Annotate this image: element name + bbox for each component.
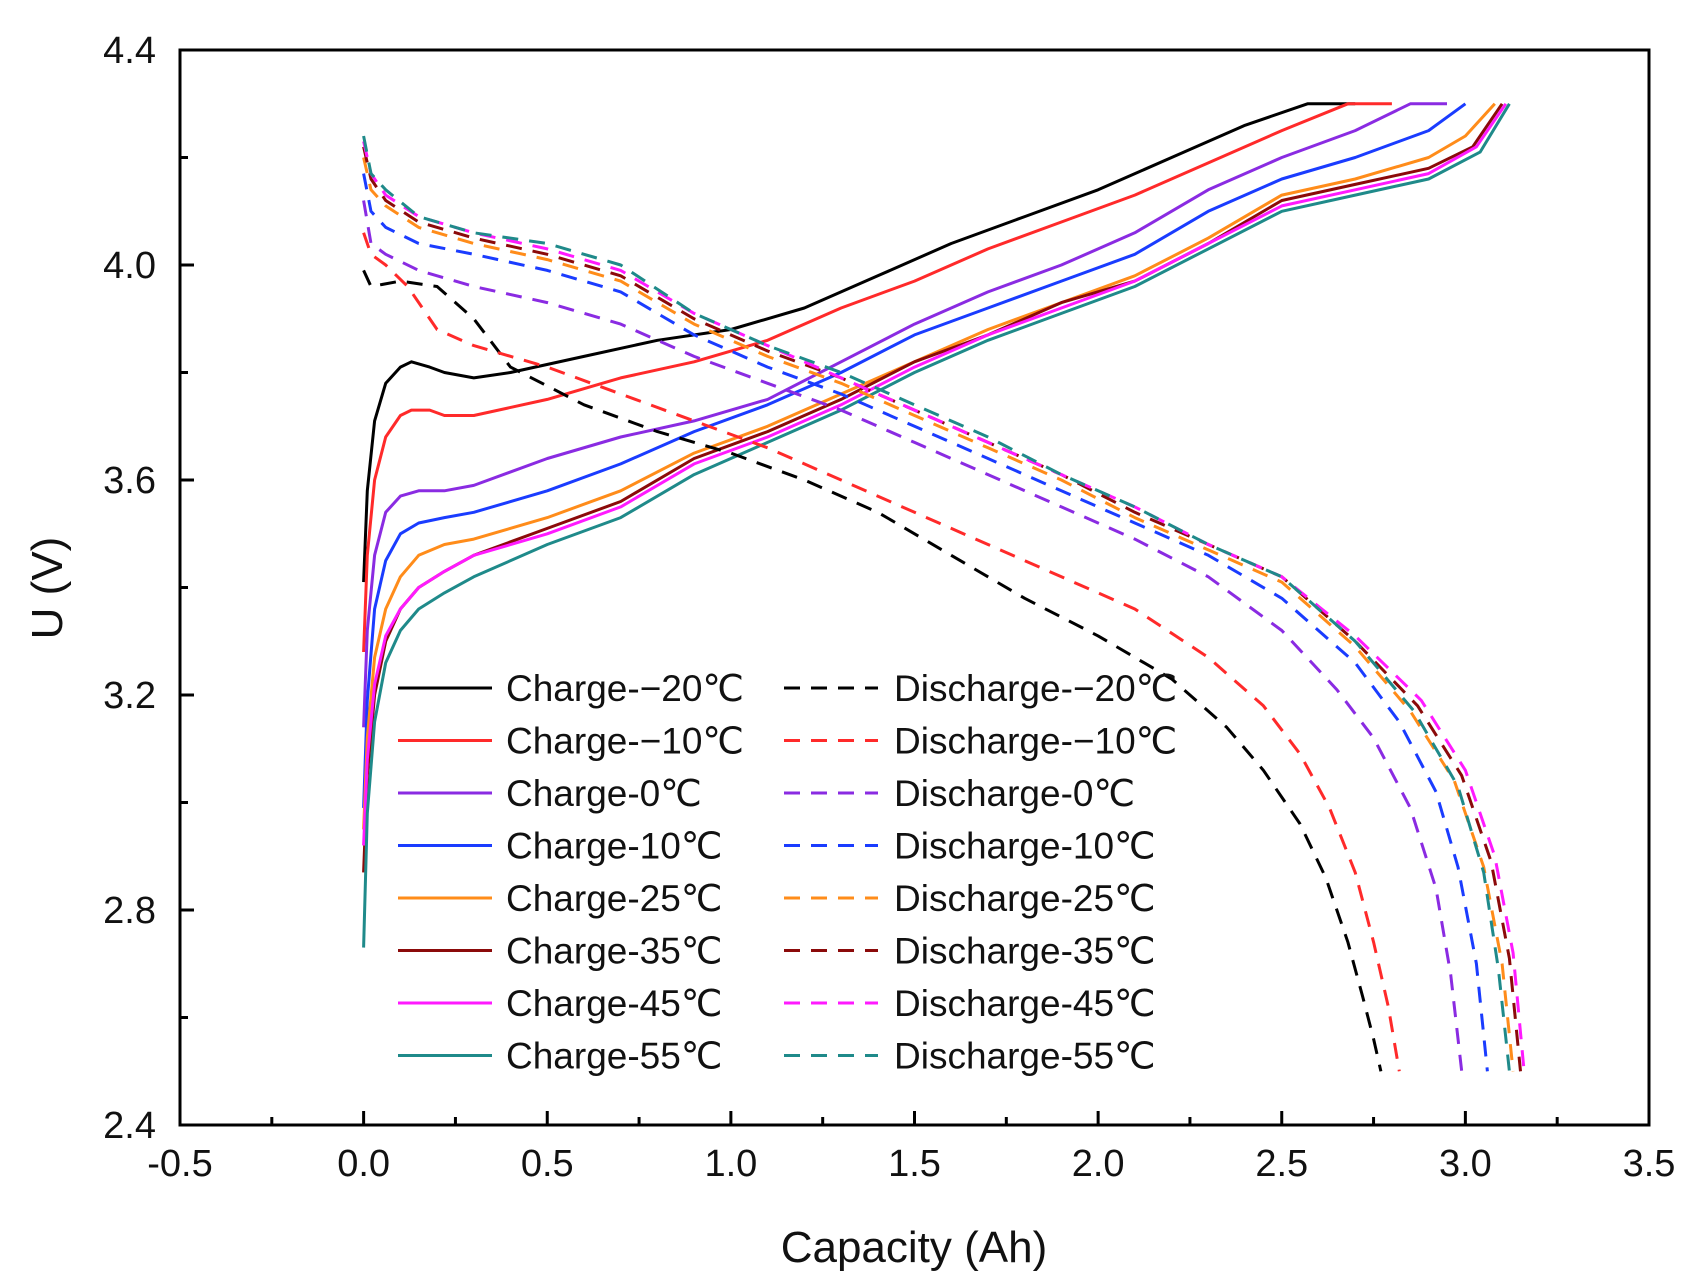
y-tick-label: 3.6 [103,460,156,502]
legend-label: Charge-45℃ [506,983,722,1024]
legend: Charge-−20℃ Charge-−10℃ Charge-0℃ Charge-10… [398,668,1177,1077]
x-tick-label: 2.5 [1255,1143,1308,1185]
legend-label: Discharge-25℃ [894,878,1156,919]
series-line-charge-3 [362,102,1467,808]
series-line-discharge-12 [362,157,1515,1072]
legend-label: Discharge-45℃ [894,983,1156,1024]
series-line-charge-0 [362,102,1356,583]
x-axis: -0.5 0.0 0.5 1.0 1.5 2.0 2.5 3.0 3.5 [147,1111,1675,1185]
y-tick-label: 3.2 [103,675,156,717]
series-line-charge-1 [362,102,1392,653]
x-tick-label: 3.5 [1623,1143,1676,1185]
series-line-discharge-11 [362,173,1489,1072]
legend-label: Discharge-10℃ [894,826,1156,867]
legend-label: Charge-0℃ [506,773,702,814]
y-tick-label: 4.0 [103,245,156,287]
legend-label: Charge-−20℃ [506,668,744,709]
legend-label: Discharge-55℃ [894,1036,1156,1077]
legend-label: Charge-−10℃ [506,721,744,762]
x-axis-title: Capacity (Ah) [781,1223,1048,1272]
y-tick-label: 2.8 [103,890,156,932]
series-line-charge-2 [362,102,1447,728]
y-tick-label: 2.4 [103,1105,156,1147]
legend-label: Charge-35℃ [506,931,722,972]
legend-label: Discharge-35℃ [894,931,1156,972]
y-tick-label: 4.4 [103,30,156,72]
legend-label: Charge-25℃ [506,878,722,919]
series-line-charge-7 [362,103,1511,948]
legend-label: Charge-55℃ [506,1036,722,1077]
x-tick-label: -0.5 [147,1143,212,1185]
x-tick-label: 0.0 [337,1143,390,1185]
y-axis-title: U (V) [23,537,72,640]
legend-label: Discharge-0℃ [894,773,1135,814]
x-tick-label: 1.5 [888,1143,941,1185]
x-tick-label: 3.0 [1439,1143,1492,1185]
series-line-charge-4 [362,102,1496,830]
legend-label: Discharge-−10℃ [894,721,1177,762]
series-line-discharge-8 [362,269,1383,1072]
x-tick-label: 2.0 [1072,1143,1125,1185]
series-line-discharge-10 [362,200,1464,1072]
x-tick-label: 0.5 [521,1143,574,1185]
y-axis: 2.4 2.8 3.2 3.6 4.0 4.4 [103,30,194,1147]
x-tick-label: 1.0 [704,1143,757,1185]
series-line-discharge-9 [362,232,1401,1072]
series-layer [362,102,1526,1072]
legend-label: Discharge-−20℃ [894,668,1177,709]
series-line-charge-6 [362,102,1508,846]
series-line-discharge-15 [362,135,1511,1072]
legend-label: Charge-10℃ [506,826,722,867]
